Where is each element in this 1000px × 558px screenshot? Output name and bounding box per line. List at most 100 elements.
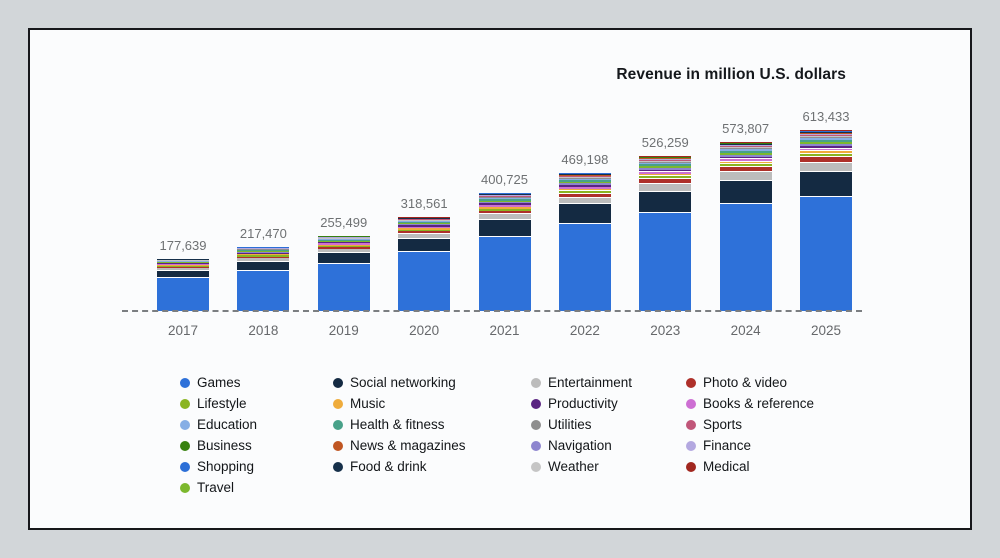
segment-finance-2021[interactable] — [478, 195, 531, 196]
segment-games-2023[interactable] — [639, 213, 692, 311]
segment-news-magazines-2022[interactable] — [558, 174, 611, 176]
segment-entertainment-2022[interactable] — [558, 197, 611, 205]
segment-productivity-2021[interactable] — [478, 203, 531, 206]
segment-travel-2024[interactable] — [719, 152, 772, 155]
segment-utilities-2023[interactable] — [639, 161, 692, 163]
segment-entertainment-2023[interactable] — [639, 183, 692, 192]
segment-utilities-2020[interactable] — [398, 220, 451, 222]
segment-games-2022[interactable] — [558, 223, 611, 311]
segment-weather-2020[interactable] — [398, 219, 451, 221]
segment-productivity-2020[interactable] — [398, 225, 451, 227]
segment-games-2020[interactable] — [398, 251, 451, 311]
segment-photo-video-2024[interactable] — [719, 167, 772, 173]
segment-utilities-2019[interactable] — [317, 238, 370, 240]
segment-books-reference-2025[interactable] — [800, 148, 852, 152]
bar-2025[interactable] — [800, 130, 852, 311]
segment-food-drink-2025[interactable] — [800, 132, 852, 134]
segment-social-networking-2023[interactable] — [639, 191, 692, 214]
legend-item-business[interactable]: Business — [180, 435, 333, 456]
legend-item-weather[interactable]: Weather — [531, 456, 686, 477]
segment-books-reference-2023[interactable] — [639, 171, 692, 174]
segment-shopping-2024[interactable] — [719, 142, 772, 144]
segment-news-magazines-2023[interactable] — [639, 158, 692, 159]
segment-productivity-2022[interactable] — [558, 184, 611, 187]
segment-navigation-2025[interactable] — [800, 144, 852, 147]
segment-business-2025[interactable] — [800, 131, 852, 133]
segment-productivity-2017[interactable] — [157, 263, 209, 265]
segment-navigation-2021[interactable] — [478, 201, 531, 204]
segment-entertainment-2025[interactable] — [800, 162, 852, 172]
segment-books-reference-2021[interactable] — [478, 205, 531, 207]
segment-navigation-2024[interactable] — [719, 154, 772, 157]
segment-entertainment-2020[interactable] — [398, 233, 451, 239]
segment-social-networking-2022[interactable] — [558, 204, 611, 224]
segment-productivity-2019[interactable] — [317, 242, 370, 244]
segment-books-reference-2024[interactable] — [719, 159, 772, 162]
segment-health-fitness-2020[interactable] — [398, 222, 451, 224]
segment-lifestyle-2020[interactable] — [398, 229, 451, 232]
segment-photo-video-2017[interactable] — [157, 266, 209, 269]
bar-2019[interactable] — [317, 235, 370, 311]
legend-item-entertainment[interactable]: Entertainment — [531, 372, 686, 393]
segment-travel-2019[interactable] — [317, 240, 370, 242]
segment-music-2019[interactable] — [317, 244, 370, 246]
legend-item-utilities[interactable]: Utilities — [531, 414, 686, 435]
segment-navigation-2018[interactable] — [237, 251, 290, 253]
segment-business-2022[interactable] — [558, 173, 611, 175]
segment-travel-2020[interactable] — [398, 223, 451, 225]
segment-medical-2022[interactable] — [558, 172, 611, 174]
segment-utilities-2021[interactable] — [478, 197, 531, 199]
segment-lifestyle-2019[interactable] — [317, 245, 370, 248]
legend-item-food-drink[interactable]: Food & drink — [333, 456, 531, 477]
segment-entertainment-2019[interactable] — [317, 249, 370, 253]
segment-food-drink-2022[interactable] — [558, 174, 611, 175]
segment-medical-2025[interactable] — [800, 130, 852, 131]
bar-2024[interactable] — [719, 141, 772, 311]
legend-item-health-fitness[interactable]: Health & fitness — [333, 414, 531, 435]
legend-item-photo-video[interactable]: Photo & video — [686, 372, 814, 393]
segment-games-2021[interactable] — [478, 236, 531, 311]
segment-weather-2023[interactable] — [639, 160, 692, 162]
segment-education-2020[interactable] — [398, 221, 451, 223]
segment-lifestyle-2025[interactable] — [800, 154, 852, 158]
segment-social-networking-2020[interactable] — [398, 238, 451, 252]
segment-lifestyle-2023[interactable] — [639, 176, 692, 180]
segment-social-networking-2017[interactable] — [157, 270, 209, 279]
segment-sports-2021[interactable] — [478, 195, 531, 197]
segment-productivity-2024[interactable] — [719, 156, 772, 160]
segment-business-2023[interactable] — [639, 157, 692, 158]
legend-item-social-networking[interactable]: Social networking — [333, 372, 531, 393]
legend-item-shopping[interactable]: Shopping — [180, 456, 333, 477]
segment-social-networking-2019[interactable] — [317, 253, 370, 264]
segment-navigation-2023[interactable] — [639, 167, 692, 170]
segment-navigation-2020[interactable] — [398, 224, 451, 226]
segment-health-fitness-2025[interactable] — [800, 139, 852, 142]
segment-food-drink-2024[interactable] — [719, 143, 772, 145]
segment-utilities-2025[interactable] — [800, 136, 852, 139]
segment-sports-2022[interactable] — [558, 176, 611, 177]
segment-books-reference-2018[interactable] — [237, 253, 290, 255]
segment-finance-2023[interactable] — [639, 158, 692, 160]
legend-item-sports[interactable]: Sports — [686, 414, 814, 435]
segment-medical-2021[interactable] — [478, 192, 531, 194]
segment-entertainment-2018[interactable] — [237, 258, 290, 262]
segment-travel-2021[interactable] — [478, 200, 531, 202]
segment-education-2023[interactable] — [639, 162, 692, 165]
segment-navigation-2019[interactable] — [317, 241, 370, 243]
segment-finance-2024[interactable] — [719, 145, 772, 147]
segment-education-2021[interactable] — [478, 198, 531, 200]
segment-health-fitness-2023[interactable] — [639, 164, 692, 166]
segment-business-2024[interactable] — [719, 143, 772, 144]
legend-item-navigation[interactable]: Navigation — [531, 435, 686, 456]
segment-lifestyle-2021[interactable] — [478, 208, 531, 211]
segment-weather-2024[interactable] — [719, 147, 772, 149]
segment-photo-video-2023[interactable] — [639, 179, 692, 184]
segment-music-2022[interactable] — [558, 188, 611, 192]
segment-music-2017[interactable] — [157, 264, 209, 266]
segment-shopping-2025[interactable] — [800, 130, 852, 132]
segment-productivity-2018[interactable] — [237, 252, 290, 254]
segment-photo-video-2018[interactable] — [237, 256, 290, 259]
segment-photo-video-2025[interactable] — [800, 157, 852, 163]
segment-education-2024[interactable] — [719, 149, 772, 151]
segment-lifestyle-2022[interactable] — [558, 191, 611, 194]
